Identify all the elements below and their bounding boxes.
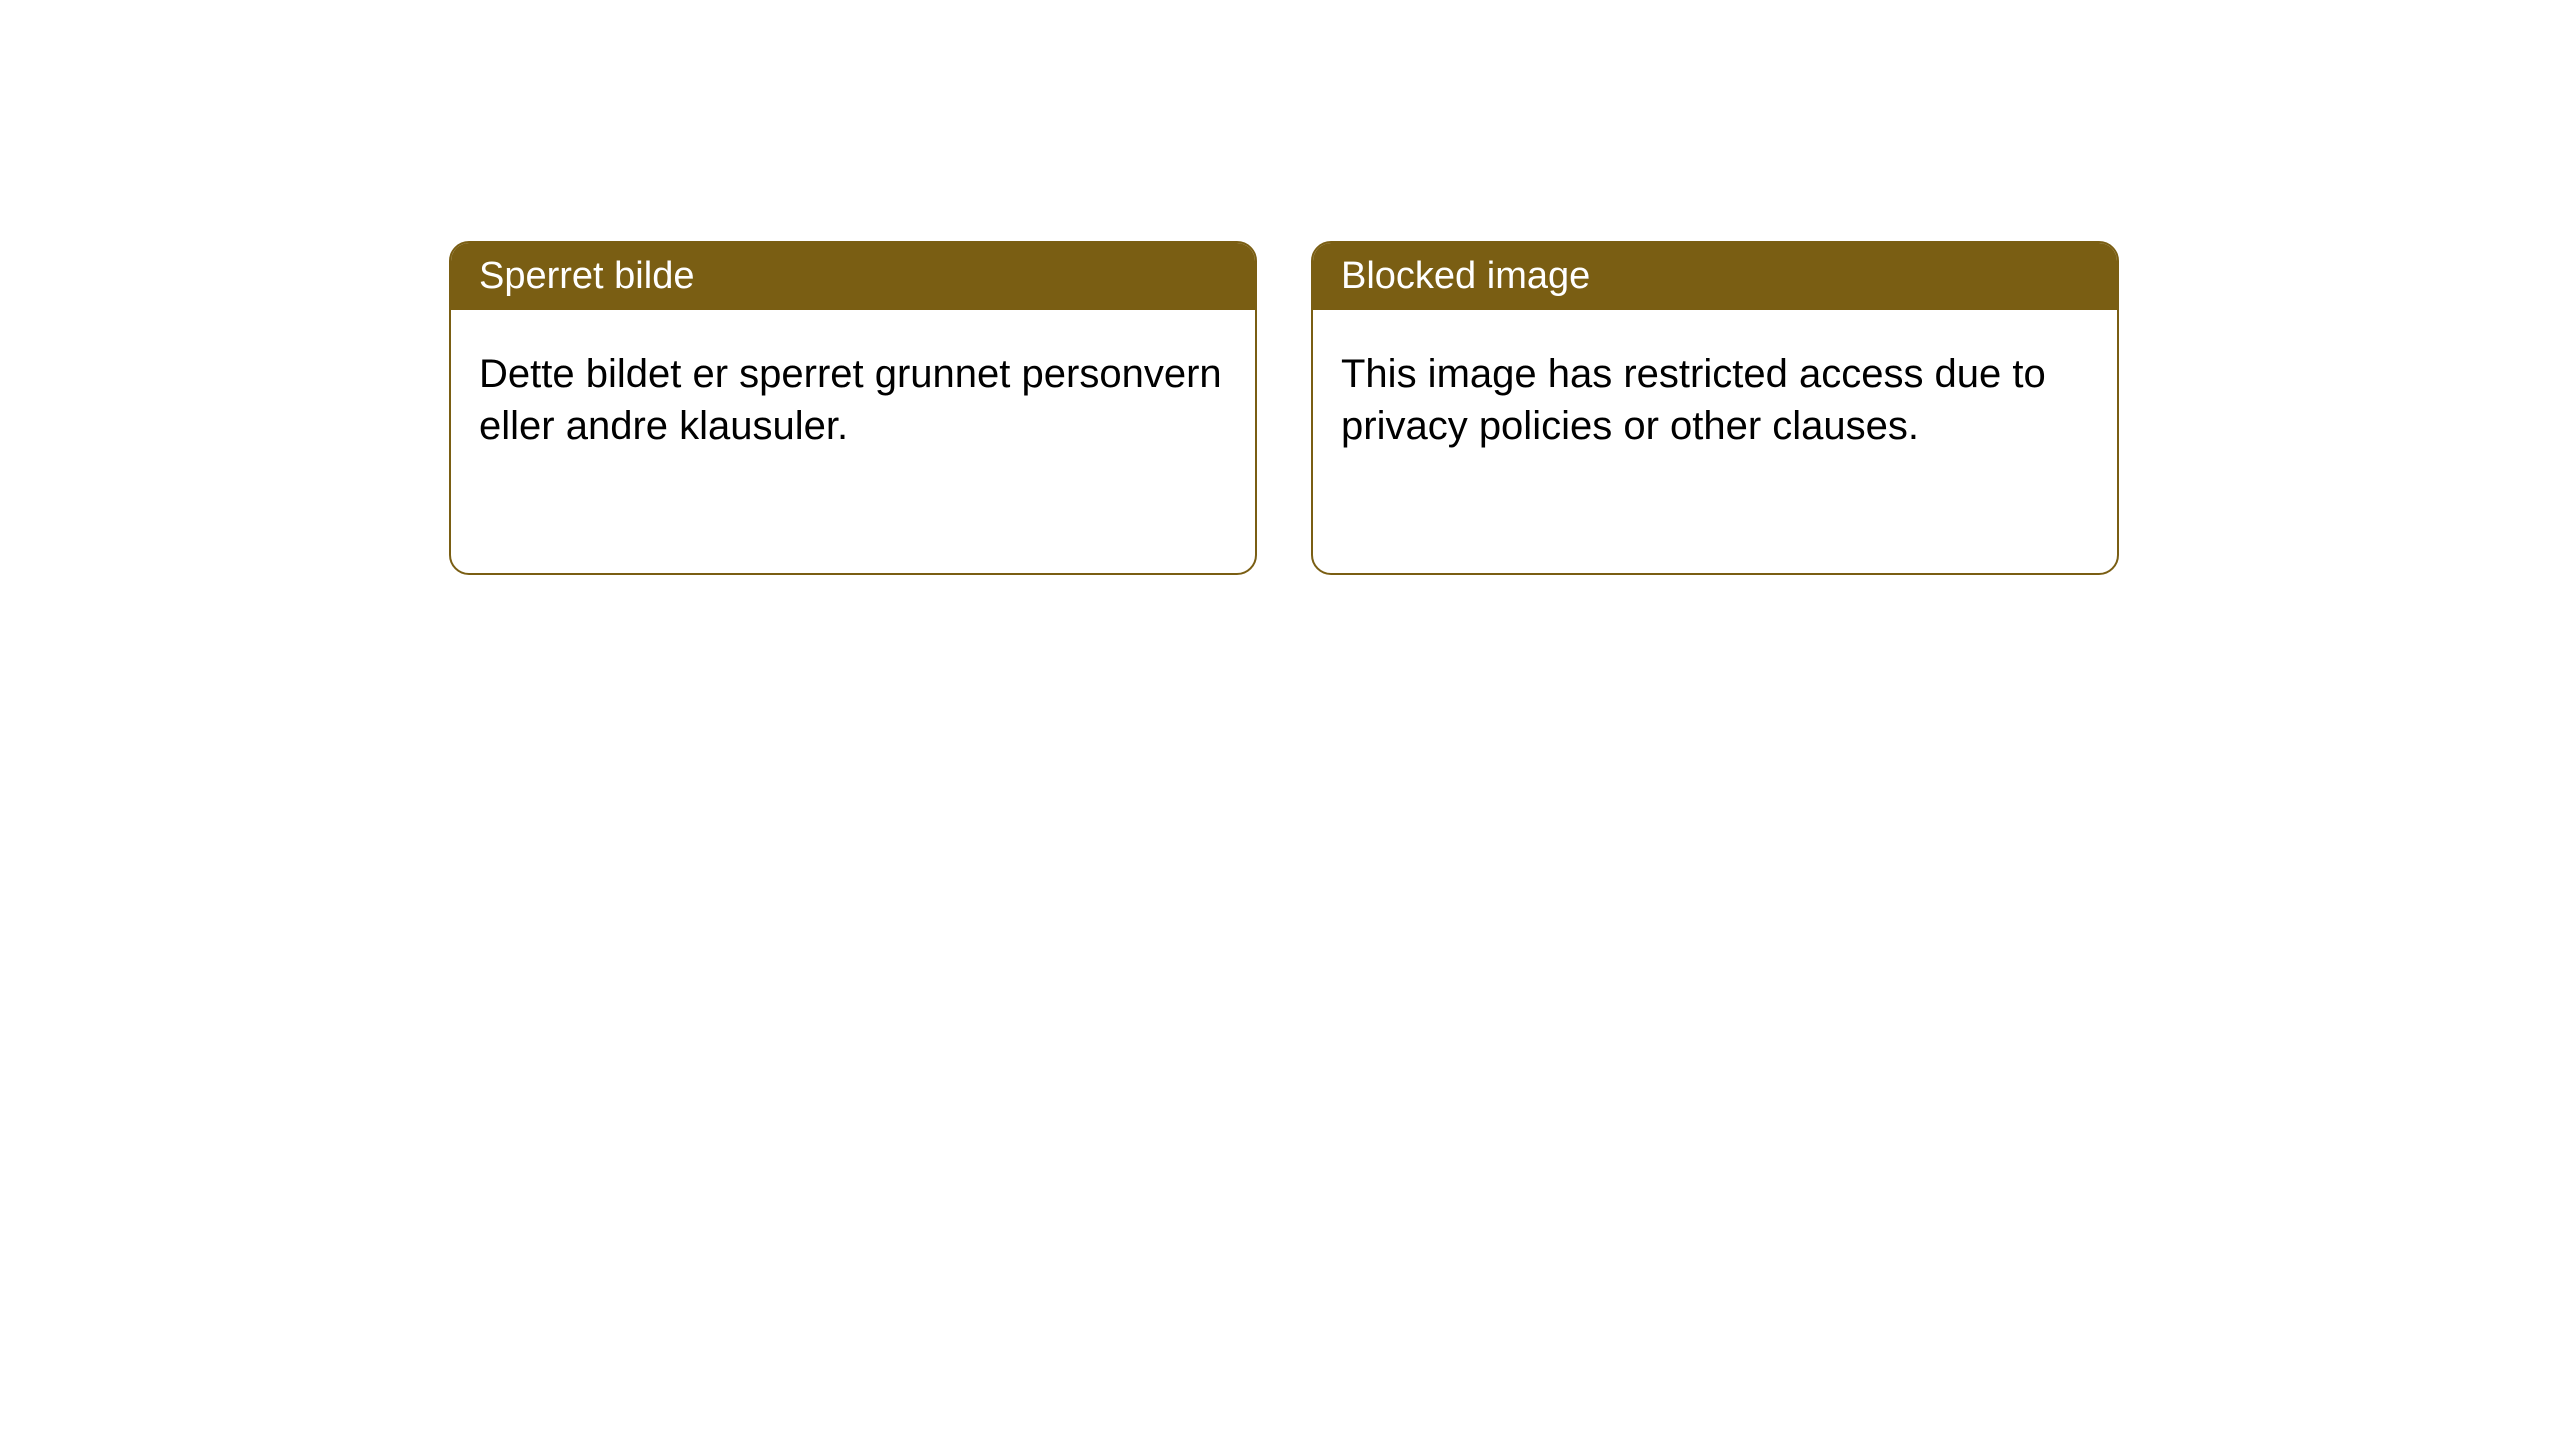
card-message: This image has restricted access due to … [1341,352,2046,448]
notice-container: Sperret bilde Dette bildet er sperret gr… [0,0,2560,575]
card-header: Blocked image [1313,243,2117,310]
card-body: Dette bildet er sperret grunnet personve… [451,310,1255,490]
card-title: Blocked image [1341,255,1590,297]
notice-card-norwegian: Sperret bilde Dette bildet er sperret gr… [449,241,1257,575]
card-title: Sperret bilde [479,255,694,297]
card-header: Sperret bilde [451,243,1255,310]
card-body: This image has restricted access due to … [1313,310,2117,490]
notice-card-english: Blocked image This image has restricted … [1311,241,2119,575]
card-message: Dette bildet er sperret grunnet personve… [479,352,1222,448]
